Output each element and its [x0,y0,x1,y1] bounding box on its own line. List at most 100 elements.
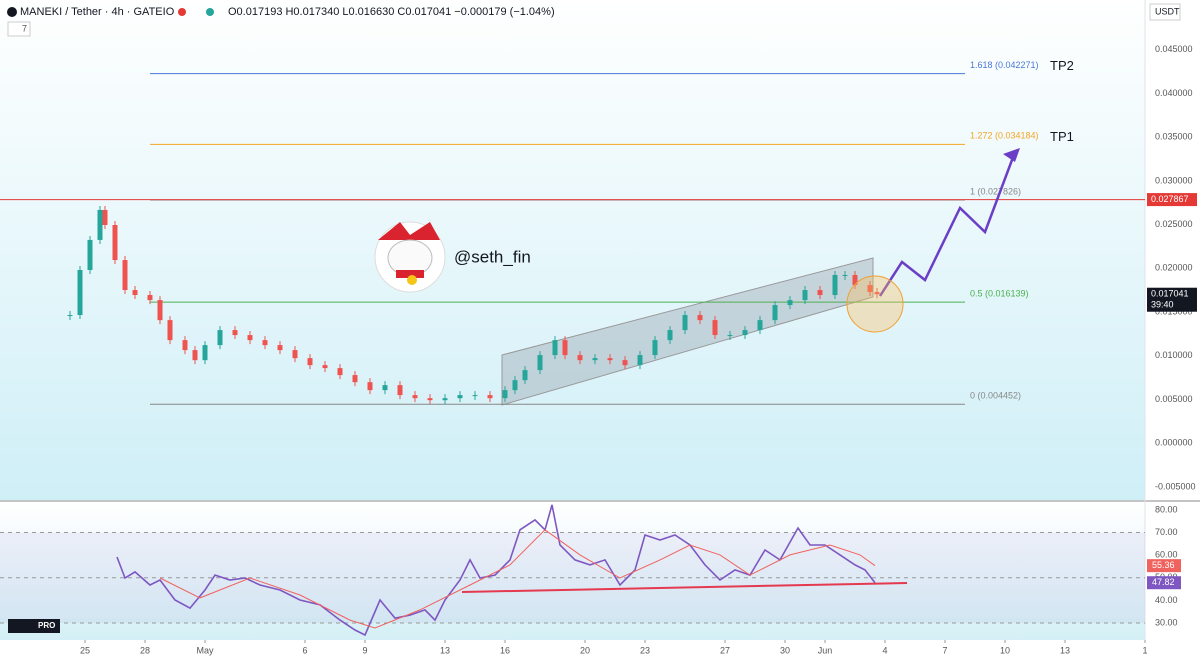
target-label: TP2 [1050,58,1074,73]
candle-body [667,330,673,341]
candle-body [472,395,478,397]
x-tick-label: 16 [500,645,510,655]
value-tag [1147,559,1181,573]
candle-body [742,330,748,336]
candle-body [457,395,463,399]
rsi-line [159,529,876,629]
indicator-toggle[interactable] [7,21,31,37]
candle-body [97,209,103,240]
x-tick-label: Jun [818,645,833,655]
x-tick-label: 7 [942,645,947,655]
watermark: @seth_fin [454,247,531,266]
y-tick-label: 0.005000 [1155,394,1193,404]
candle-body [292,350,298,359]
candle-body [622,360,628,366]
logo: PRO [38,621,55,630]
projection-arrow [1003,148,1020,162]
candle-body [307,358,313,366]
candle-body [852,275,858,286]
currency-box[interactable] [1149,3,1181,21]
symbol-icon [7,7,17,17]
candle-body [552,340,558,356]
candle-body [247,335,253,341]
candle-body [122,260,128,291]
candle-body [842,275,848,276]
value-tag-label: 55.36 [1152,560,1175,570]
candle-body [427,398,433,401]
candle-body [397,385,403,396]
x-tick-label: 4 [882,645,887,655]
candle-body [102,209,108,225]
candle-body [817,290,823,296]
x-tick-label: 20 [580,645,590,655]
candle-body [132,290,138,296]
candle-body [367,382,373,391]
y-tick-label: 0.010000 [1155,350,1193,360]
candle-body [217,330,223,346]
x-tick-label: 9 [362,645,367,655]
candle-body [167,320,173,341]
target-label: TP1 [1050,129,1074,144]
candle-body [637,355,643,366]
candle-body [697,315,703,321]
candle-body [502,390,508,399]
candle-body [87,239,93,271]
status-dot [206,8,214,16]
candle-body [182,340,188,351]
candle-body [874,292,880,295]
value-tag [1147,576,1181,590]
candle-body [352,375,358,383]
price-pane [0,0,1145,500]
symbol-title: MANEKI / Tether · 4h · GATEIO [20,6,175,18]
highlight-circle [846,275,904,333]
x-tick-label: 1 [1142,645,1147,655]
projection-path [878,151,1017,297]
indicator-count[interactable]: 7 [22,23,27,33]
rsi-pane [0,502,1145,640]
channel [501,257,874,406]
candle-body [262,340,268,346]
candle-body [867,285,873,293]
x-tick-label: 10 [1000,645,1010,655]
price-tag [1147,287,1197,312]
candle-body [537,355,543,371]
candle-body [712,320,718,336]
price-tag [1147,193,1197,207]
candle-body [232,330,238,336]
price-tag-label: 0.027867 [1151,194,1189,204]
fib-label: 1 (0.027826) [970,186,1021,196]
candle-body [802,290,808,301]
y-tick-label: 80.00 [1155,504,1178,514]
candle-body [522,370,528,381]
candle-body [562,340,568,356]
y-tick-label: 0.030000 [1155,175,1193,185]
candle-body [487,395,493,399]
candle-body [277,345,283,351]
candle-body [412,395,418,399]
candle-body [147,295,153,301]
x-tick-label: 25 [80,645,90,655]
logo-box [8,619,60,633]
x-tick-label: 13 [1060,645,1070,655]
y-tick-label: 0.020000 [1155,263,1193,273]
candle-body [727,335,733,337]
y-tick-label: 30.00 [1155,617,1178,627]
candle-body [157,300,163,321]
candle-body [592,358,598,361]
fib-label: 0.5 (0.016139) [970,288,1029,298]
x-tick-label: May [196,645,214,655]
candle-body [787,300,793,306]
y-tick-label: 60.00 [1155,550,1178,560]
y-tick-label: 0.000000 [1155,438,1193,448]
candle-body [192,350,198,361]
candle-body [77,270,83,316]
currency[interactable]: USDT [1155,6,1180,16]
x-tick-label: 23 [640,645,650,655]
fib-label: 1.618 (0.042271) [970,60,1039,70]
y-tick-label: 0.045000 [1155,44,1193,54]
y-tick-label: 0.025000 [1155,219,1193,229]
y-tick-label: -0.005000 [1155,481,1196,491]
avatar [374,221,446,293]
rsi-line [116,504,876,637]
